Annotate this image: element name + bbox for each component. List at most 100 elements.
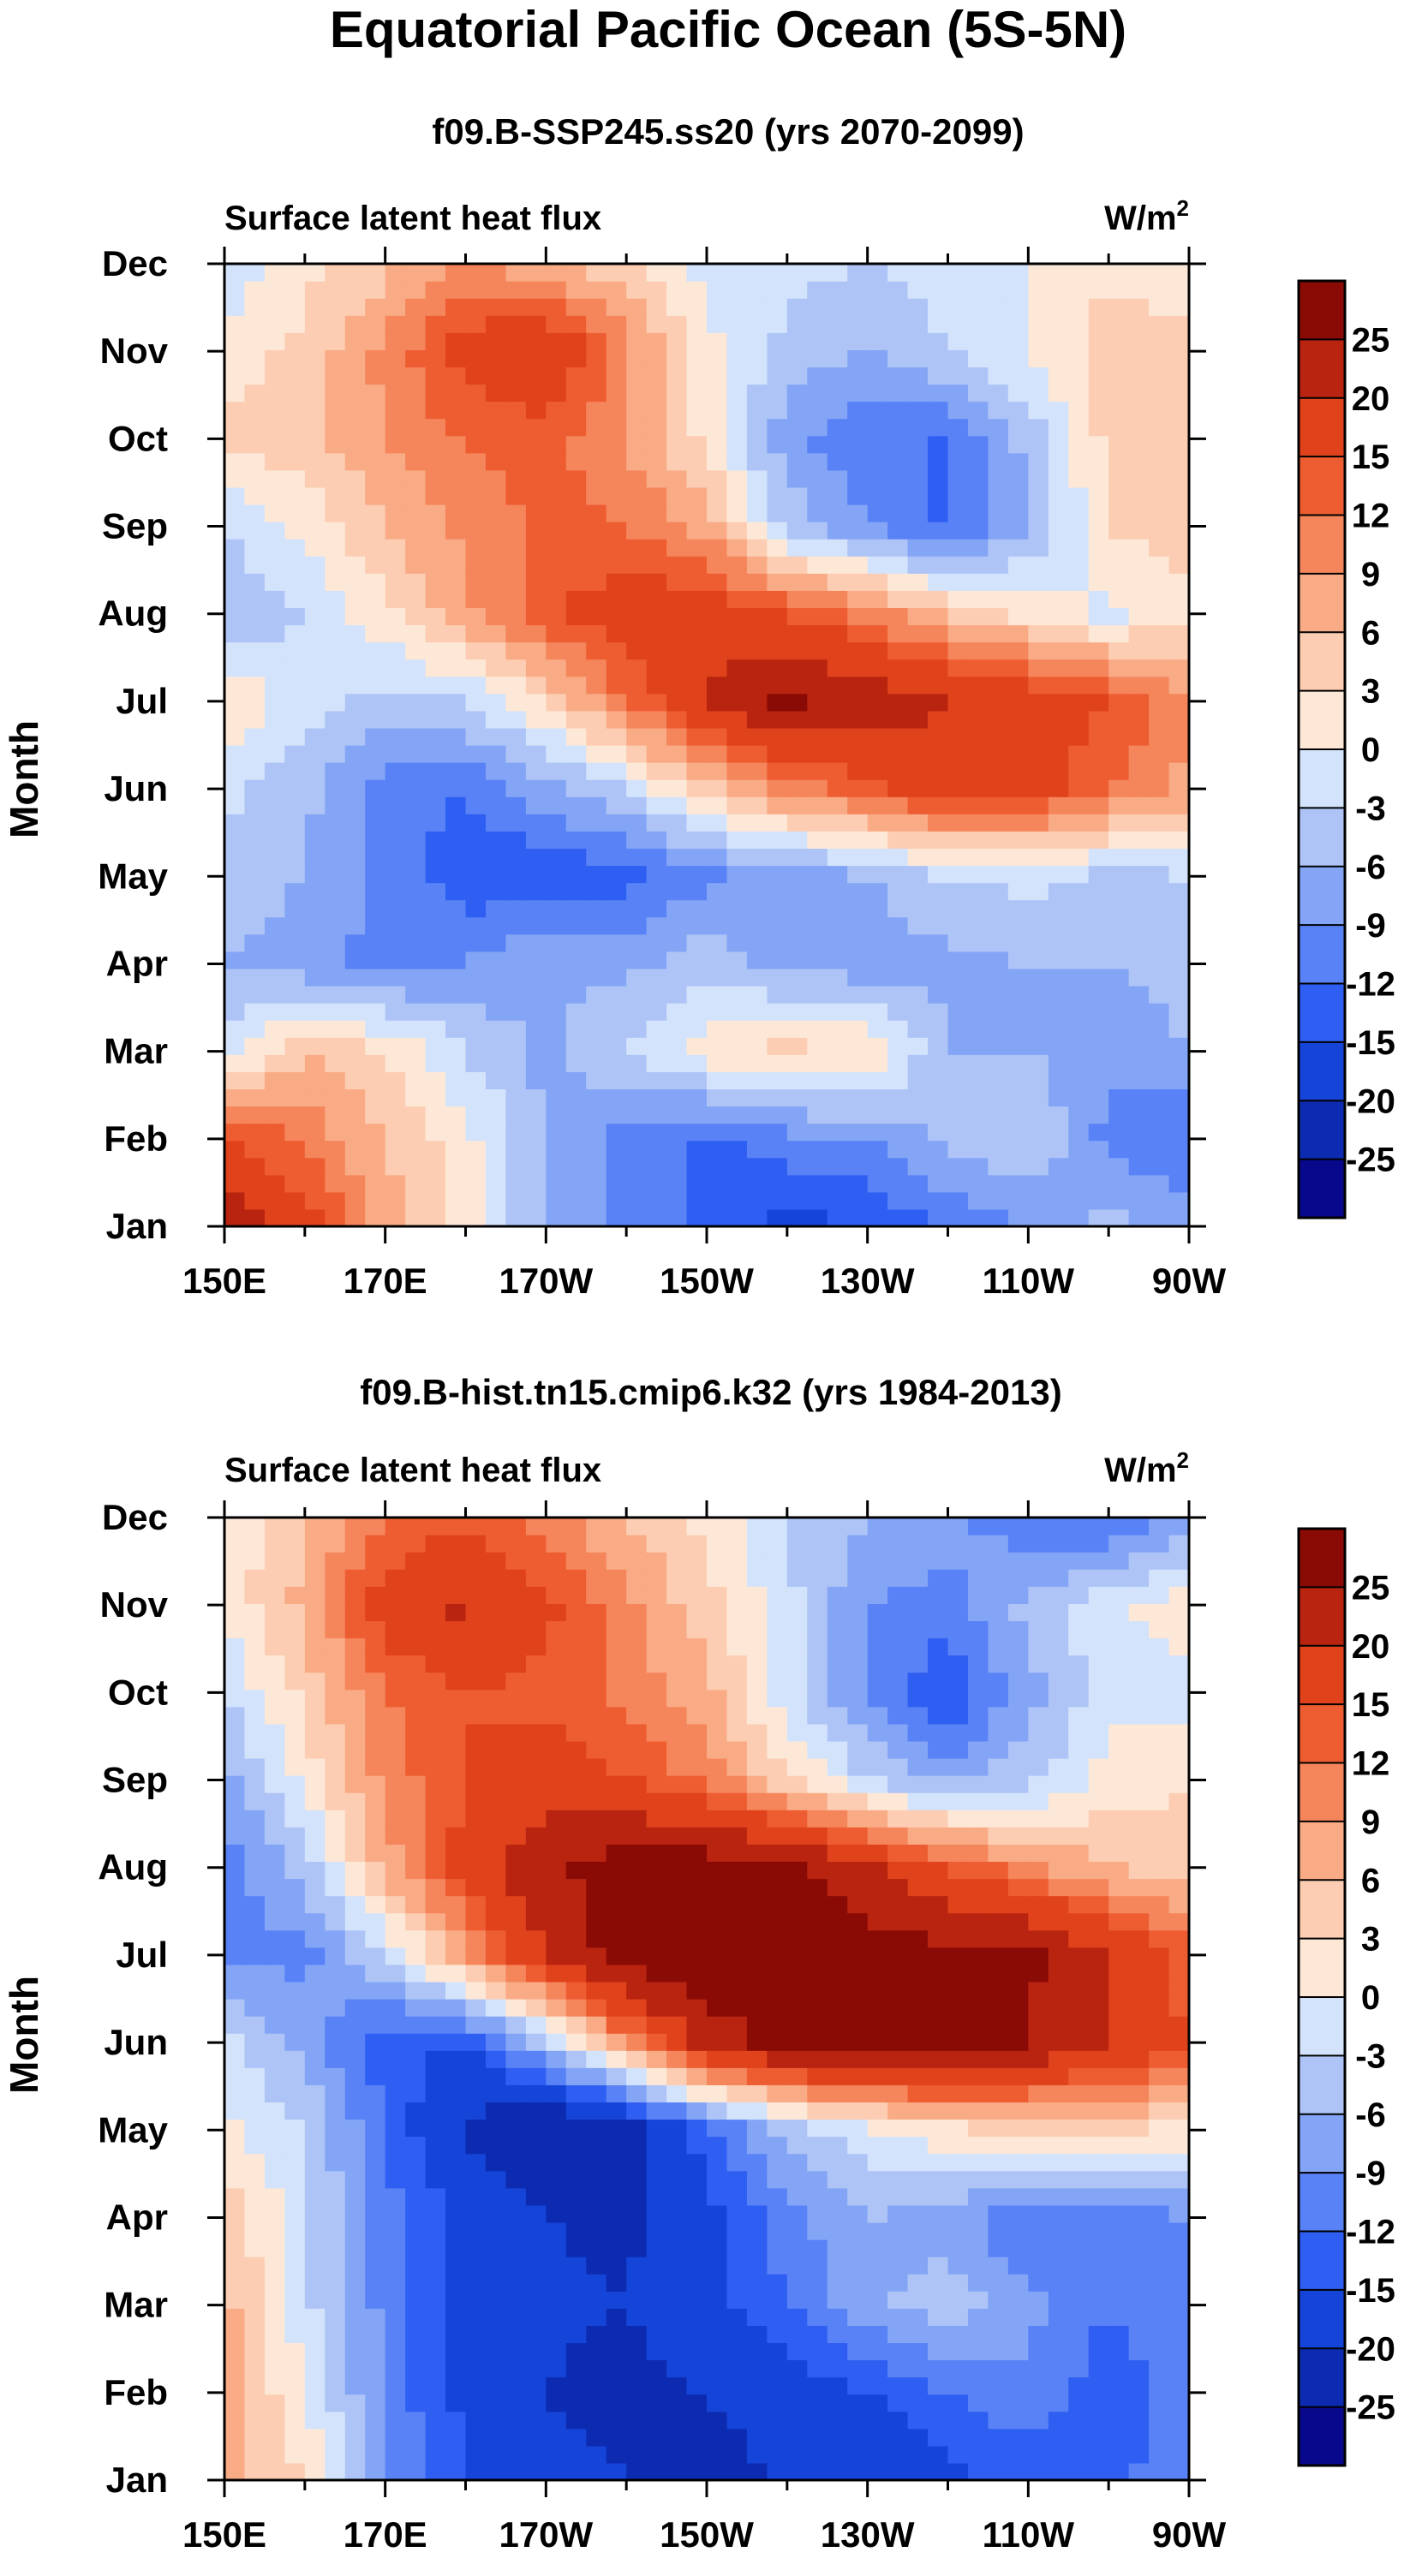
heat-cell <box>1108 2187 1130 2206</box>
heat-cell <box>666 2084 688 2103</box>
heat-cell <box>1128 882 1150 901</box>
heat-cell <box>606 607 627 626</box>
heat-cell <box>666 2239 688 2257</box>
heat-cell <box>907 332 929 350</box>
heat-cell <box>807 2050 828 2068</box>
heat-cell <box>1149 951 1170 969</box>
heat-cell <box>365 745 386 763</box>
heat-cell <box>887 281 909 299</box>
heat-cell <box>967 1792 989 1810</box>
heat-cell <box>867 659 888 677</box>
heat-cell <box>465 2050 487 2068</box>
heat-cell <box>525 281 547 299</box>
heat-cell <box>1048 486 1069 505</box>
heat-cell <box>586 848 607 867</box>
heat-cell <box>565 1140 587 1159</box>
heat-cell <box>666 1947 688 1965</box>
heat-cell <box>565 727 587 746</box>
heat-cell <box>767 2221 788 2240</box>
heat-cell <box>947 1191 969 1210</box>
heat-cell <box>244 1123 266 1142</box>
heat-cell <box>827 710 848 729</box>
heat-cell <box>626 933 648 952</box>
heat-cell <box>746 2376 768 2395</box>
heat-cell <box>586 710 607 729</box>
heat-cell <box>405 831 427 850</box>
heat-cell <box>707 1123 728 1142</box>
heat-cell <box>325 418 346 437</box>
heat-cell <box>1128 2342 1150 2361</box>
heat-cell <box>1028 2102 1049 2120</box>
heat-cell <box>947 2119 969 2138</box>
heat-cell <box>666 641 688 660</box>
heat-cell <box>686 1775 708 1793</box>
heat-cell <box>565 1912 587 1931</box>
heat-cell <box>465 2136 487 2155</box>
heat-cell <box>746 2016 768 2034</box>
heat-cell <box>465 933 487 952</box>
heat-cell <box>907 504 929 522</box>
heat-cell <box>606 1157 627 1176</box>
heat-cell <box>1048 865 1069 884</box>
heat-cell <box>606 2462 627 2481</box>
heat-cell <box>264 2239 285 2257</box>
heat-cell <box>1168 539 1190 557</box>
heat-cell <box>646 2119 667 2138</box>
heat-cell <box>244 676 266 695</box>
heat-cell <box>445 2462 467 2481</box>
heat-cell <box>1048 2359 1069 2378</box>
heat-cell <box>325 1088 346 1107</box>
heat-cell <box>586 693 607 712</box>
heat-cell <box>907 814 929 832</box>
heat-cell <box>546 762 567 780</box>
heat-cell <box>1068 556 1090 574</box>
heat-cell <box>365 2084 386 2103</box>
heat-cell <box>325 745 346 763</box>
heat-cell <box>1128 2102 1150 2120</box>
heat-cell <box>525 1174 547 1193</box>
heat-cell <box>284 2084 306 2103</box>
heat-cell <box>1007 332 1029 350</box>
heat-cell <box>707 2187 728 2206</box>
heat-cell <box>405 1912 427 1931</box>
heat-cell <box>505 641 527 660</box>
heat-cell <box>244 641 266 660</box>
heat-cell <box>786 2102 808 2120</box>
heat-cell <box>385 1758 406 1776</box>
heat-cell <box>264 2428 285 2447</box>
heat-cell <box>264 814 285 832</box>
heat-cell <box>224 2187 246 2206</box>
heat-cell <box>928 349 949 368</box>
heat-cell <box>586 264 607 282</box>
heat-cell <box>686 693 708 712</box>
heat-cell <box>666 1999 688 2017</box>
heat-cell <box>405 1054 427 1072</box>
heat-cell <box>867 1157 888 1176</box>
heat-cell <box>867 452 888 471</box>
heat-cell <box>1108 659 1130 677</box>
heat-cell <box>344 2221 366 2240</box>
heat-cell <box>586 1929 607 1948</box>
heat-cell <box>988 1174 1009 1193</box>
heat-cell <box>1128 727 1150 746</box>
heat-cell <box>1088 745 1109 763</box>
heat-cell <box>847 676 869 695</box>
heat-cell <box>786 486 808 505</box>
heat-cell <box>565 298 587 316</box>
heat-cell <box>1108 590 1130 609</box>
heat-cell <box>786 1999 808 2017</box>
heat-cell <box>425 865 446 884</box>
heat-cell <box>565 1208 587 1227</box>
heat-cell <box>867 933 888 952</box>
heat-cell <box>967 556 989 574</box>
heat-cell <box>485 2084 507 2103</box>
heat-cell <box>1007 2033 1029 2051</box>
heat-cell <box>304 1758 326 1776</box>
heat-cell <box>867 1964 888 1983</box>
heat-cell <box>786 1191 808 1210</box>
heat-cell <box>746 2291 768 2309</box>
heat-cell <box>807 641 828 660</box>
heat-cell <box>1088 1929 1109 1948</box>
heat-cell <box>485 349 507 368</box>
heat-cell <box>264 676 285 695</box>
